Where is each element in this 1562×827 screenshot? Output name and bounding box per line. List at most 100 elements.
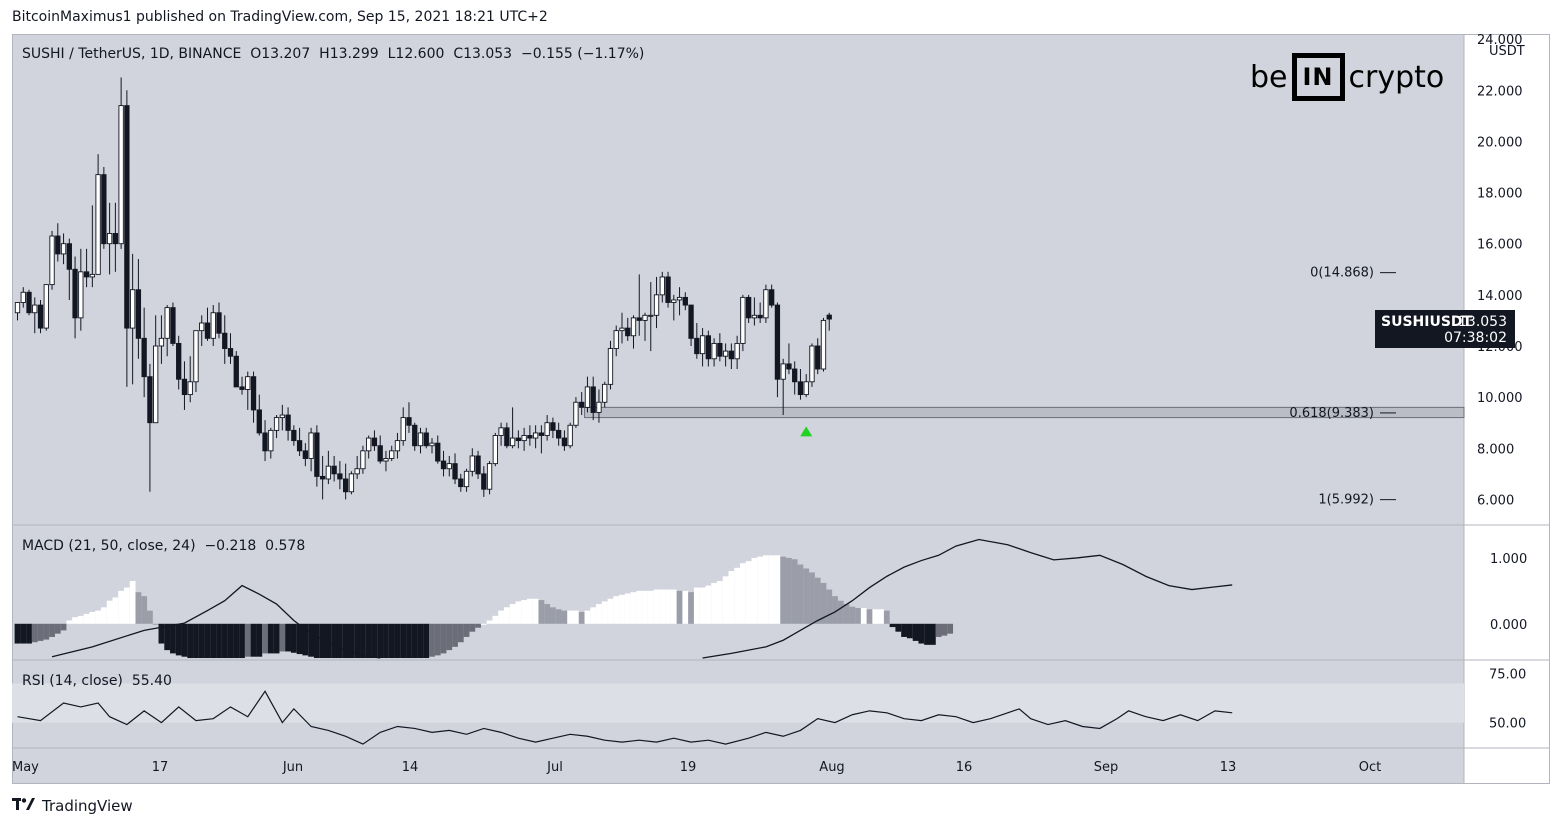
macd-histogram-bar-29 — [181, 623, 188, 657]
rsi-title: RSI (14, close) — [22, 673, 123, 689]
candle-body — [193, 330, 199, 383]
macd-histogram-bar-37 — [227, 623, 234, 659]
candle-body — [158, 337, 165, 347]
macd-histogram-bar-87 — [515, 601, 522, 624]
candle-body — [550, 422, 556, 431]
chart-canvas[interactable]: 6.0008.00010.00012.00014.00016.00018.000… — [12, 34, 1550, 784]
candle-105 — [619, 312, 625, 344]
candle-12 — [83, 248, 90, 288]
chart-frame[interactable]: 6.0008.00010.00012.00014.00016.00018.000… — [12, 34, 1550, 784]
candle-83 — [492, 432, 498, 467]
candle-body — [164, 307, 170, 339]
candle-61 — [366, 435, 372, 459]
time-tick-label-9: 13 — [1220, 760, 1237, 775]
macd-histogram-bar-1 — [20, 623, 27, 644]
candle-body — [302, 450, 308, 459]
macd-histogram-bar-13 — [89, 611, 96, 624]
macd-histogram-bar-86 — [509, 604, 516, 624]
candle-body — [106, 233, 113, 245]
candle-72 — [429, 438, 435, 454]
candle-45 — [273, 415, 280, 439]
macd-histogram-bar-138 — [809, 572, 815, 624]
macd-histogram-bar-62 — [371, 623, 378, 659]
macd-histogram-bar-57 — [342, 623, 349, 659]
candle-body — [20, 291, 26, 303]
candle-30 — [187, 356, 193, 403]
candle-26 — [164, 305, 170, 357]
candle-body — [124, 105, 130, 329]
macd-histogram-bar-83 — [492, 615, 499, 624]
macd-histogram-bar-141 — [826, 589, 833, 624]
legend-low: 12.600 — [395, 46, 445, 62]
macd-histogram-bar-135 — [791, 559, 798, 624]
candle-body — [642, 314, 648, 321]
macd-histogram-bar-119 — [699, 587, 706, 624]
candle-119 — [699, 328, 706, 367]
candle-19 — [124, 90, 130, 387]
candle-60 — [360, 445, 366, 474]
price-badge: SUSHIUSDT 13.053 07:38:02 — [1375, 310, 1515, 348]
candle-body — [803, 381, 809, 396]
candle-84 — [498, 422, 504, 446]
candle-body — [95, 174, 101, 275]
candle-body — [314, 432, 320, 477]
candle-123 — [722, 343, 729, 367]
candle-body — [273, 417, 280, 431]
macd-tick-label-0: 0.000 — [1490, 618, 1527, 633]
rsi-line — [17, 690, 1233, 745]
macd-histogram-bar-130 — [763, 555, 769, 624]
candle-body — [308, 432, 314, 459]
candle-body — [734, 342, 740, 360]
macd-histogram-bar-4 — [37, 623, 44, 641]
footer-brand: TradingView — [42, 797, 133, 815]
macd-histogram-bar-133 — [780, 556, 787, 624]
candle-body — [60, 243, 67, 255]
candle-body — [176, 342, 182, 380]
candle-121 — [711, 338, 717, 367]
candle-body — [291, 429, 297, 442]
macd-histogram-bar-82 — [486, 620, 493, 624]
candle-42 — [256, 394, 262, 436]
candle-141 — [826, 312, 832, 331]
macd-histogram-bar-36 — [221, 623, 228, 659]
macd-histogram-bar-123 — [722, 576, 729, 624]
candle-body — [527, 435, 533, 439]
candle-body — [665, 276, 671, 303]
candle-67 — [400, 407, 406, 446]
macd-histogram-bar-93 — [550, 607, 556, 624]
macd-histogram-bar-30 — [187, 623, 194, 659]
candle-body — [118, 105, 124, 245]
macd-histogram-bar-11 — [77, 615, 84, 624]
tradingview-logo-svg — [12, 798, 35, 810]
candle-body — [711, 342, 717, 360]
time-tick-label-6: Aug — [819, 760, 844, 775]
macd-histogram-bar-22 — [141, 596, 148, 624]
candle-68 — [406, 402, 412, 433]
candle-body — [83, 271, 90, 278]
macd-histogram-bar-112 — [659, 589, 666, 624]
candle-body — [613, 330, 619, 349]
macd-histogram-bar-149 — [872, 609, 879, 624]
time-tick-label-2: Jun — [282, 760, 303, 775]
candle-87 — [515, 430, 522, 449]
macd-histogram-bar-70 — [417, 623, 424, 659]
candle-body — [486, 463, 493, 490]
candle-body — [199, 322, 205, 332]
candle-body — [504, 427, 510, 447]
macd-histogram-bar-145 — [849, 606, 856, 624]
candle-89 — [527, 425, 533, 446]
candle-118 — [694, 322, 700, 359]
logo-box-in: IN — [1291, 53, 1345, 101]
macd-histogram-bar-19 — [123, 587, 130, 624]
candle-body — [342, 478, 349, 493]
candle-120 — [705, 330, 711, 367]
symbol-legend: SUSHI / TetherUS, 1D, BINANCE O13.207 H1… — [22, 46, 644, 62]
candle-body — [37, 304, 44, 329]
candle-117 — [688, 304, 694, 346]
candle-body — [728, 350, 735, 360]
candle-69 — [412, 422, 418, 451]
candle-113 — [665, 271, 671, 308]
candle-139 — [815, 338, 821, 375]
macd-histogram-bar-127 — [745, 561, 752, 624]
candle-66 — [394, 432, 401, 459]
